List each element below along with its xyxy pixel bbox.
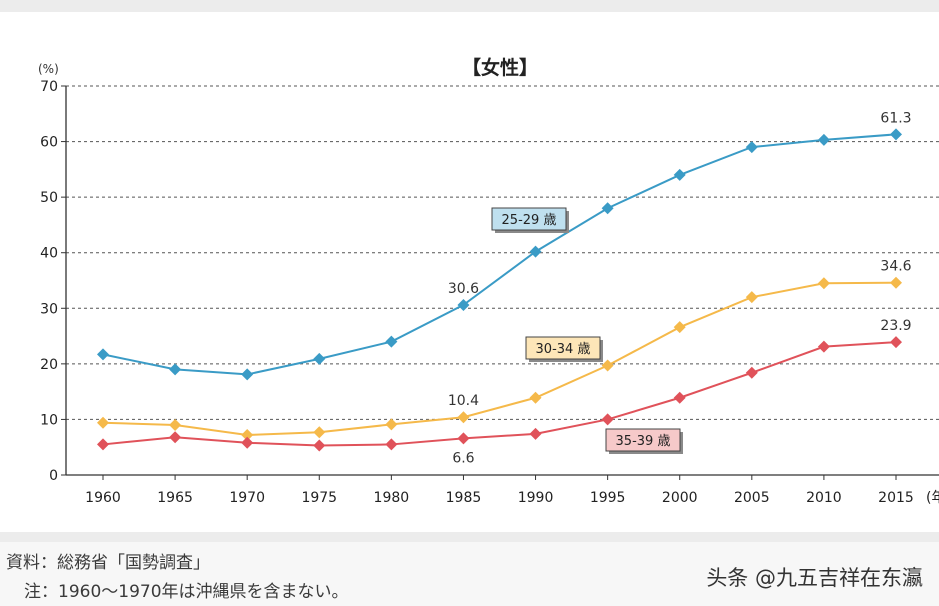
data-point — [745, 366, 758, 379]
data-label: 30.6 — [448, 281, 479, 297]
data-point — [169, 418, 182, 431]
y-tick-label: 0 — [49, 468, 58, 484]
x-tick-label: 1980 — [374, 490, 410, 506]
data-point — [601, 413, 614, 426]
y-tick-label: 10 — [40, 412, 58, 428]
data-point — [313, 439, 326, 452]
data-point — [529, 245, 542, 258]
data-point — [241, 436, 254, 449]
y-tick-label: 70 — [40, 79, 58, 95]
x-tick-label: 1975 — [301, 490, 337, 506]
data-point — [529, 391, 542, 404]
data-label: 23.9 — [880, 318, 911, 334]
x-tick-label: 1985 — [446, 490, 482, 506]
x-tick-label: 2015 — [878, 490, 914, 506]
footer: 資料：総務省「国勢調査」 注：1960〜1970年は沖縄県を含まない。 头条 @… — [0, 542, 939, 606]
footnote: 注：1960〜1970年は沖縄県を含まない。 — [24, 582, 349, 602]
data-point — [817, 133, 830, 146]
data-point — [673, 168, 686, 181]
y-axis-label: (%) — [38, 62, 59, 76]
data-point — [817, 340, 830, 353]
x-tick-label: 1965 — [157, 490, 193, 506]
data-point — [457, 432, 470, 445]
data-point — [385, 418, 398, 431]
x-tick-label: 2000 — [662, 490, 698, 506]
series-label-box — [491, 207, 567, 231]
data-point — [241, 428, 254, 441]
data-point — [890, 128, 902, 141]
data-label: 10.4 — [448, 393, 479, 409]
chart-panel: 【女性】 (%) 0 10 20 30 40 50 60 70 1960 1965 1970 1975 19… — [0, 12, 939, 532]
y-tick-label: 50 — [40, 190, 58, 206]
data-label: 34.6 — [880, 259, 911, 275]
x-tick-label: 1970 — [229, 490, 265, 506]
series-label-box — [605, 428, 681, 452]
data-point — [97, 438, 109, 451]
data-point — [457, 411, 470, 424]
x-axis-unit-label: (年 — [926, 490, 939, 506]
data-point — [601, 359, 614, 372]
data-point — [385, 438, 398, 451]
series-label-box — [525, 336, 601, 360]
data-point — [97, 416, 109, 429]
data-point — [457, 298, 470, 311]
data-point — [169, 363, 182, 376]
series-label: 25-29 歳 — [502, 213, 557, 228]
chart-title: 【女性】 — [462, 56, 538, 79]
series-line — [102, 281, 897, 436]
series-line — [102, 341, 897, 447]
data-point — [313, 426, 326, 439]
data-point — [385, 335, 398, 348]
data-point — [745, 291, 758, 304]
data-point — [817, 277, 830, 290]
data-point — [169, 431, 182, 444]
data-label: 61.3 — [880, 110, 911, 126]
data-point — [529, 427, 542, 440]
y-tick-label: 60 — [40, 135, 58, 151]
x-tick-label: 1990 — [518, 490, 554, 506]
x-tick-label: 1960 — [85, 490, 121, 506]
data-point — [97, 348, 109, 361]
x-tick-label: 2005 — [734, 490, 770, 506]
y-tick-label: 20 — [40, 357, 58, 373]
y-tick-label: 40 — [40, 246, 58, 262]
data-point — [601, 202, 614, 215]
data-label: 6.6 — [452, 450, 474, 466]
series-label: 35-39 歳 — [616, 434, 671, 449]
x-tick-label: 2010 — [806, 490, 842, 506]
y-tick-label: 30 — [40, 301, 58, 317]
data-point — [890, 276, 902, 289]
watermark-text: 头条 @九五吉祥在东瀛 — [706, 566, 923, 590]
line-chart: 【女性】 (%) 0 10 20 30 40 50 60 70 1960 1965 1970 1975 19… — [38, 56, 939, 506]
data-point — [745, 141, 758, 154]
series-line — [102, 133, 897, 376]
x-tick-label: 1995 — [590, 490, 626, 506]
series-label: 30-34 歳 — [536, 342, 591, 357]
data-point — [241, 368, 254, 381]
data-point — [890, 336, 902, 349]
data-point — [673, 321, 686, 334]
data-point — [313, 352, 326, 365]
source-note: 資料：総務省「国勢調査」 — [6, 553, 210, 573]
data-point — [673, 391, 686, 404]
